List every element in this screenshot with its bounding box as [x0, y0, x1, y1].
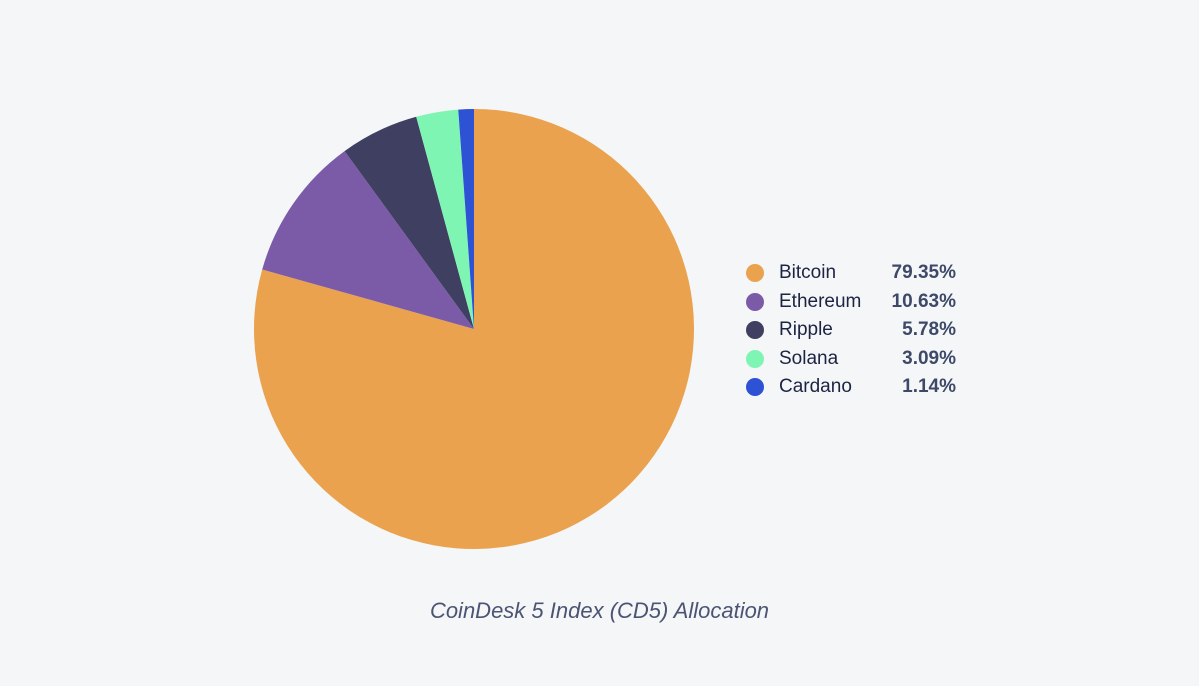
legend-value-bitcoin: 79.35%	[891, 262, 956, 284]
pie-slice-ethereum	[262, 151, 474, 329]
chart-legend: Bitcoin 79.35% Ethereum 10.63% Ripple 5.…	[746, 259, 956, 402]
legend-value-solana: 3.09%	[902, 347, 956, 369]
legend-swatch-solana	[746, 349, 764, 368]
legend-swatch-ripple	[746, 321, 764, 340]
legend-item-solana: Solana 3.09%	[746, 345, 956, 374]
legend-swatch-cardano	[746, 378, 764, 397]
pie-slice-solana	[416, 109, 474, 329]
legend-swatch-bitcoin	[746, 264, 764, 283]
chart-caption: CoinDesk 5 Index (CD5) Allocation	[429, 598, 770, 623]
legend-value-ethereum: 10.63%	[891, 290, 956, 312]
legend-label-cardano: Cardano	[779, 376, 852, 398]
legend-value-cardano: 1.14%	[902, 376, 956, 398]
legend-item-ripple: Ripple 5.78%	[746, 316, 956, 345]
legend-swatch-ethereum	[746, 292, 764, 311]
legend-label-bitcoin: Bitcoin	[779, 262, 837, 284]
legend-value-ripple: 5.78%	[902, 319, 956, 341]
legend-item-ethereum: Ethereum 10.63%	[746, 288, 956, 317]
legend-label-solana: Solana	[779, 347, 839, 369]
legend-item-cardano: Cardano 1.14%	[746, 373, 956, 402]
legend-item-bitcoin: Bitcoin 79.35%	[746, 259, 956, 288]
legend-label-ripple: Ripple	[779, 319, 833, 341]
pie-slice-cardano	[458, 109, 474, 329]
pie-slice-ripple	[344, 116, 474, 329]
legend-label-ethereum: Ethereum	[779, 290, 862, 312]
